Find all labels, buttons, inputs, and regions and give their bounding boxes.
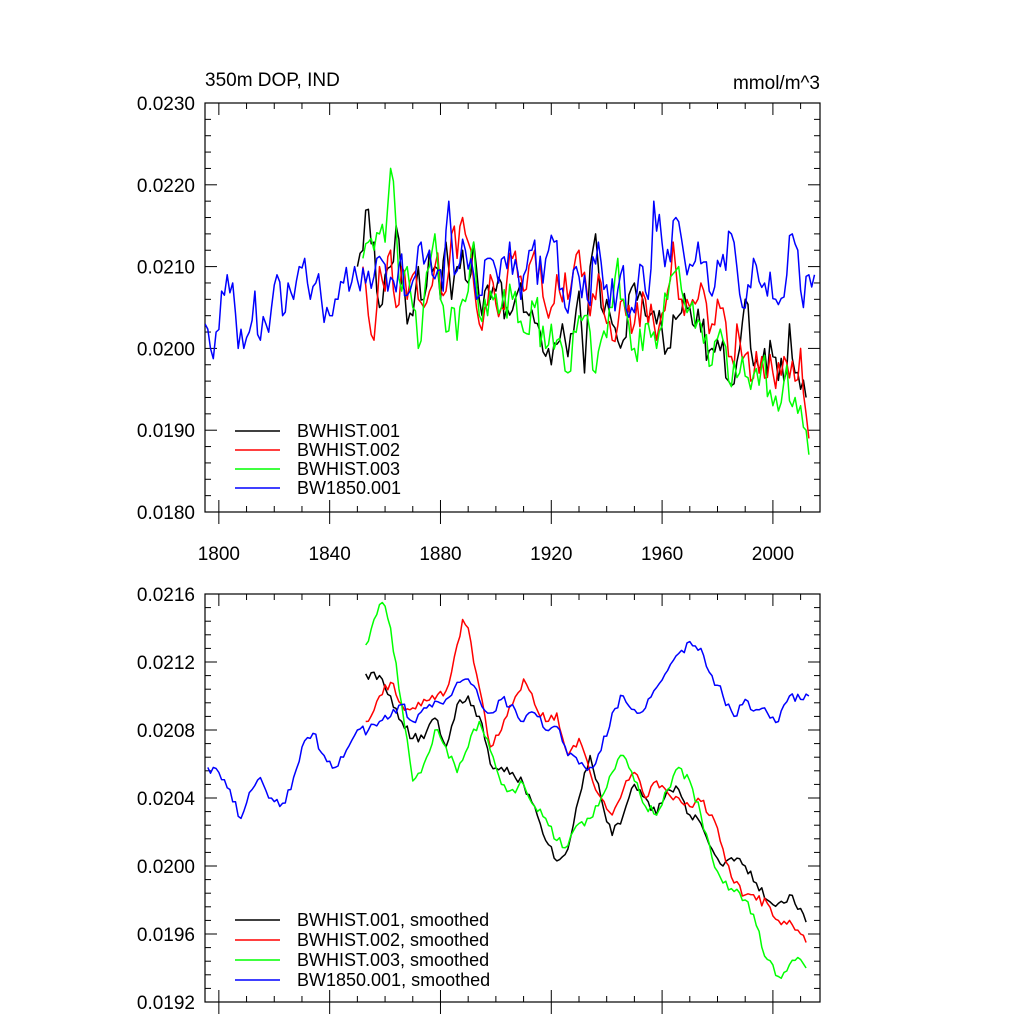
y-tick-label: 0.0200 <box>137 857 195 878</box>
series-line-1 <box>356 208 807 398</box>
legend-entry: BWHIST.002 <box>297 440 400 460</box>
x-tick-label: 1800 <box>198 544 240 565</box>
y-tick-label: 0.0204 <box>137 789 196 810</box>
legend-entry: BWHIST.003 <box>297 459 400 479</box>
series-line-4 <box>205 200 816 360</box>
y-tick-label: 0.0200 <box>137 339 195 360</box>
chart-title-left: 350m DOP, IND <box>205 70 340 91</box>
y-tick-label: 0.0190 <box>137 421 195 442</box>
series-line-3 <box>365 601 807 980</box>
legend-entry: BW1850.001, smoothed <box>297 970 490 990</box>
series-line-1 <box>365 671 807 923</box>
y-tick-label: 0.0192 <box>137 993 195 1014</box>
y-tick-label: 0.0230 <box>137 94 195 115</box>
bottom-panel: 0.0216 0.0212 0.0208 0.0204 0.0200 0.0196 0.01… <box>137 585 821 1014</box>
plot-frame <box>204 102 821 513</box>
legend-entry: BWHIST.003, smoothed <box>297 950 489 970</box>
x-tick-label: 2000 <box>752 544 794 565</box>
y-tick-label: 0.0210 <box>137 258 195 279</box>
legend-entry: BW1850.001 <box>297 478 401 498</box>
chart-units-label: mmol/m^3 <box>733 73 820 94</box>
x-tick-label: 1840 <box>309 544 351 565</box>
y-tick-label: 0.0212 <box>137 653 195 674</box>
top-panel: 0.0230 0.0220 0.0210 0.0200 0.0190 0.01801800… <box>137 70 821 565</box>
y-tick-label: 0.0196 <box>137 925 195 946</box>
series-line-2 <box>365 618 807 943</box>
x-tick-label: 1920 <box>530 544 572 565</box>
y-tick-label: 0.0220 <box>137 176 195 197</box>
x-tick-label: 1960 <box>641 544 683 565</box>
series-line-4 <box>207 640 810 820</box>
y-tick-label: 0.0208 <box>137 721 195 742</box>
x-tick-label: 1880 <box>419 544 461 565</box>
y-tick-label: 0.0216 <box>137 585 195 606</box>
y-tick-label: 0.0180 <box>137 503 195 524</box>
legend-entry: BWHIST.002, smoothed <box>297 930 489 950</box>
legend-entry: BWHIST.001 <box>297 421 400 441</box>
series-line-3 <box>362 167 810 455</box>
legend-entry: BWHIST.001, smoothed <box>297 910 489 930</box>
